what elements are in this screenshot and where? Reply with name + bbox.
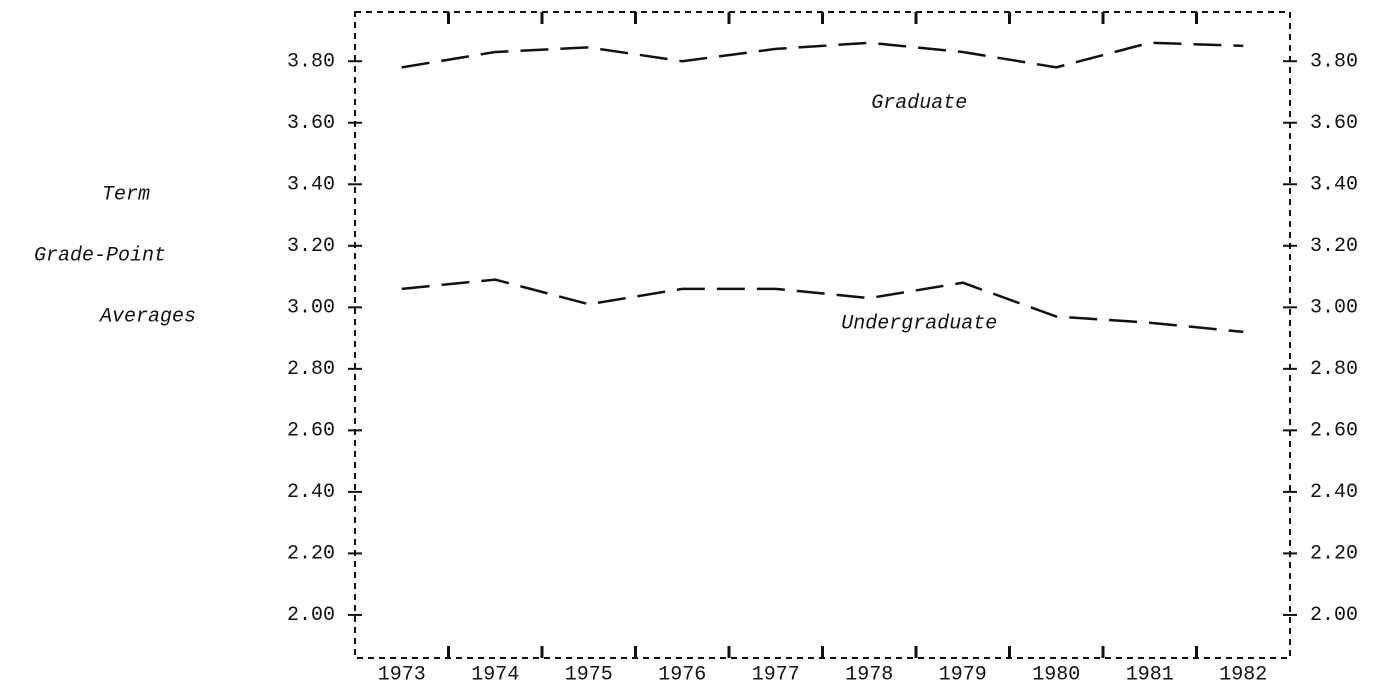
y2-tick-label: 2.00 — [1310, 604, 1358, 627]
y-tick-label: 3.20 — [287, 235, 335, 258]
y-axis-label: Term — [102, 183, 150, 206]
y-tick-label: 2.40 — [287, 481, 335, 504]
y2-tick-label: 3.40 — [1310, 174, 1358, 197]
series-label: Undergraduate — [841, 312, 997, 335]
y2-tick-label: 3.60 — [1310, 112, 1358, 135]
y-axis-label: Averages — [98, 305, 196, 328]
y-tick-label: 2.20 — [287, 543, 335, 566]
y2-tick-label: 3.00 — [1310, 297, 1358, 320]
x-tick-label: 1982 — [1219, 663, 1267, 686]
y-tick-label: 3.00 — [287, 297, 335, 320]
y2-tick-label: 2.80 — [1310, 358, 1358, 381]
series-label: Graduate — [871, 92, 967, 115]
y-axis-label: Grade-Point — [34, 244, 166, 267]
x-tick-label: 1977 — [752, 663, 800, 686]
plot-frame — [354, 11, 1291, 659]
series-line — [401, 41, 1244, 69]
y-tick-label: 2.60 — [287, 420, 335, 443]
x-tick-label: 1973 — [378, 663, 426, 686]
series-line — [401, 278, 1244, 334]
x-tick-label: 1979 — [939, 663, 987, 686]
y2-tick-label: 3.20 — [1310, 235, 1358, 258]
y-tick-label: 3.40 — [287, 174, 335, 197]
y2-tick-label: 2.60 — [1310, 420, 1358, 443]
y2-tick-label: 2.40 — [1310, 481, 1358, 504]
x-tick-label: 1976 — [658, 663, 706, 686]
x-tick-label: 1974 — [471, 663, 519, 686]
y2-tick-label: 3.80 — [1310, 51, 1358, 74]
y-tick-label: 2.80 — [287, 358, 335, 381]
x-tick-label: 1978 — [845, 663, 893, 686]
x-tick-label: 1981 — [1126, 663, 1174, 686]
y-tick-label: 3.80 — [287, 51, 335, 74]
x-tick-label: 1975 — [565, 663, 613, 686]
x-tick-label: 1980 — [1032, 663, 1080, 686]
y2-tick-label: 2.20 — [1310, 543, 1358, 566]
y-tick-label: 3.60 — [287, 112, 335, 135]
y-tick-label: 2.00 — [287, 604, 335, 627]
